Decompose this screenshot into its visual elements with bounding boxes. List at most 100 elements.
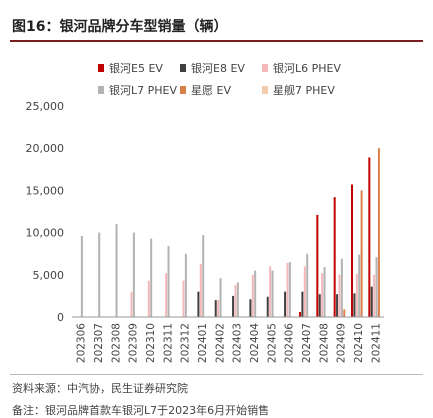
x-tick-label: 202312 [180, 323, 192, 363]
legend-swatch-e8 [180, 64, 186, 72]
bar [199, 263, 202, 317]
bar [266, 296, 269, 317]
bar [232, 295, 235, 317]
bar [249, 299, 252, 317]
bar [373, 274, 376, 317]
bar [370, 286, 373, 317]
bar [115, 224, 118, 317]
legend-item-xingjian7: 星舰7 PHEV [262, 82, 335, 98]
bar [286, 262, 289, 317]
bar [299, 311, 301, 317]
x-tick-label: 202410 [353, 323, 365, 363]
y-tick-label: 10,000 [26, 227, 65, 240]
legend-item-l6: 银河L6 PHEV [262, 60, 341, 76]
bar [150, 238, 153, 317]
bar [355, 273, 358, 317]
bar [316, 214, 319, 317]
legend-swatch-l7 [98, 86, 104, 94]
legend-item-e8: 银河E8 EV [180, 60, 245, 76]
bar [98, 232, 101, 317]
x-tick-label: 202307 [93, 323, 105, 363]
bar [375, 257, 378, 317]
x-tick-label: 202405 [266, 323, 278, 363]
bar [358, 254, 361, 317]
bar [321, 273, 324, 317]
legend-label-xingjian7: 星舰7 PHEV [273, 84, 335, 97]
figure-title: 图16：银河品牌分车型销量（辆） [12, 19, 228, 35]
y-tick-label: 0 [57, 311, 64, 324]
bar [80, 235, 83, 317]
bar [197, 291, 200, 317]
x-tick-label: 202404 [249, 323, 261, 363]
x-tick-label: 202311 [162, 323, 174, 363]
bar [343, 309, 346, 317]
legend-swatch-xingjian7 [262, 86, 268, 94]
bar [251, 274, 254, 317]
bar [147, 280, 150, 317]
bar [333, 197, 336, 317]
x-tick-label: 202309 [128, 323, 140, 363]
bar [254, 270, 257, 317]
y-tick-label: 20,000 [26, 142, 65, 155]
legend-row-2: 银河L7 PHEV 星愿 EV 星舰7 PHEV [0, 82, 433, 104]
bar [368, 157, 371, 317]
y-tick-label: 15,000 [26, 184, 65, 197]
legend-item-xingyuan: 星愿 EV [180, 82, 231, 98]
source-rule [10, 374, 423, 375]
x-tick-label: 202401 [197, 323, 209, 363]
note-text: 备注：银河品牌首款车银河L7于2023年6月开始销售 [12, 404, 270, 417]
legend-item-e5: 银河E5 EV [98, 60, 163, 76]
bar [340, 258, 343, 317]
legend-row-1: 银河E5 EV 银河E8 EV 银河L6 PHEV [0, 60, 433, 82]
x-tick-label: 202407 [301, 323, 313, 363]
bar [303, 266, 306, 317]
source-text: 资料来源：中汽协，民生证券研究院 [12, 382, 188, 395]
bar [336, 294, 339, 317]
x-tick-label: 202308 [110, 323, 122, 363]
bar [132, 232, 135, 317]
x-tick-label: 202306 [76, 323, 88, 363]
bar [269, 266, 272, 317]
legend-swatch-e5 [98, 64, 104, 72]
legend-label-e8: 银河E8 EV [191, 62, 245, 75]
bar [130, 291, 133, 317]
legend-item-l7: 银河L7 PHEV [98, 82, 177, 98]
bar [167, 246, 170, 317]
legend-label-xingyuan: 星愿 EV [191, 84, 231, 97]
bar [323, 267, 326, 317]
bar [353, 293, 356, 317]
legend-label-l7: 银河L7 PHEV [109, 84, 178, 97]
x-tick-label: 202403 [232, 323, 244, 363]
y-tick-label: 25,000 [26, 100, 65, 113]
y-tick-label: 5,000 [33, 269, 65, 282]
bar [306, 253, 309, 317]
bar [377, 148, 380, 317]
x-tick-label: 202402 [214, 323, 226, 363]
legend-label-e5: 银河E5 EV [109, 62, 163, 75]
bar [165, 273, 168, 317]
chart-legend: 银河E5 EV 银河E8 EV 银河L6 PHEV 银河L7 PHEV 星愿 E… [0, 60, 433, 104]
legend-label-l6: 银河L6 PHEV [273, 62, 342, 75]
bar [217, 300, 220, 317]
bar [351, 184, 353, 317]
x-tick-label: 202411 [370, 323, 382, 363]
bar [182, 280, 185, 317]
legend-swatch-l6 [262, 64, 268, 72]
title-rule [10, 40, 423, 42]
bar [184, 253, 187, 317]
x-tick-label: 202406 [284, 323, 296, 363]
legend-swatch-xingyuan [180, 86, 186, 94]
bar [271, 270, 274, 317]
bar [288, 262, 291, 317]
bar [202, 235, 205, 317]
bar [219, 278, 222, 317]
bar [360, 190, 363, 317]
bar [301, 291, 304, 317]
bar [284, 291, 287, 317]
bar [236, 282, 239, 317]
x-tick-label: 202408 [318, 323, 330, 363]
x-tick-label: 202310 [145, 323, 157, 363]
bar [318, 294, 321, 317]
bar [234, 284, 237, 317]
